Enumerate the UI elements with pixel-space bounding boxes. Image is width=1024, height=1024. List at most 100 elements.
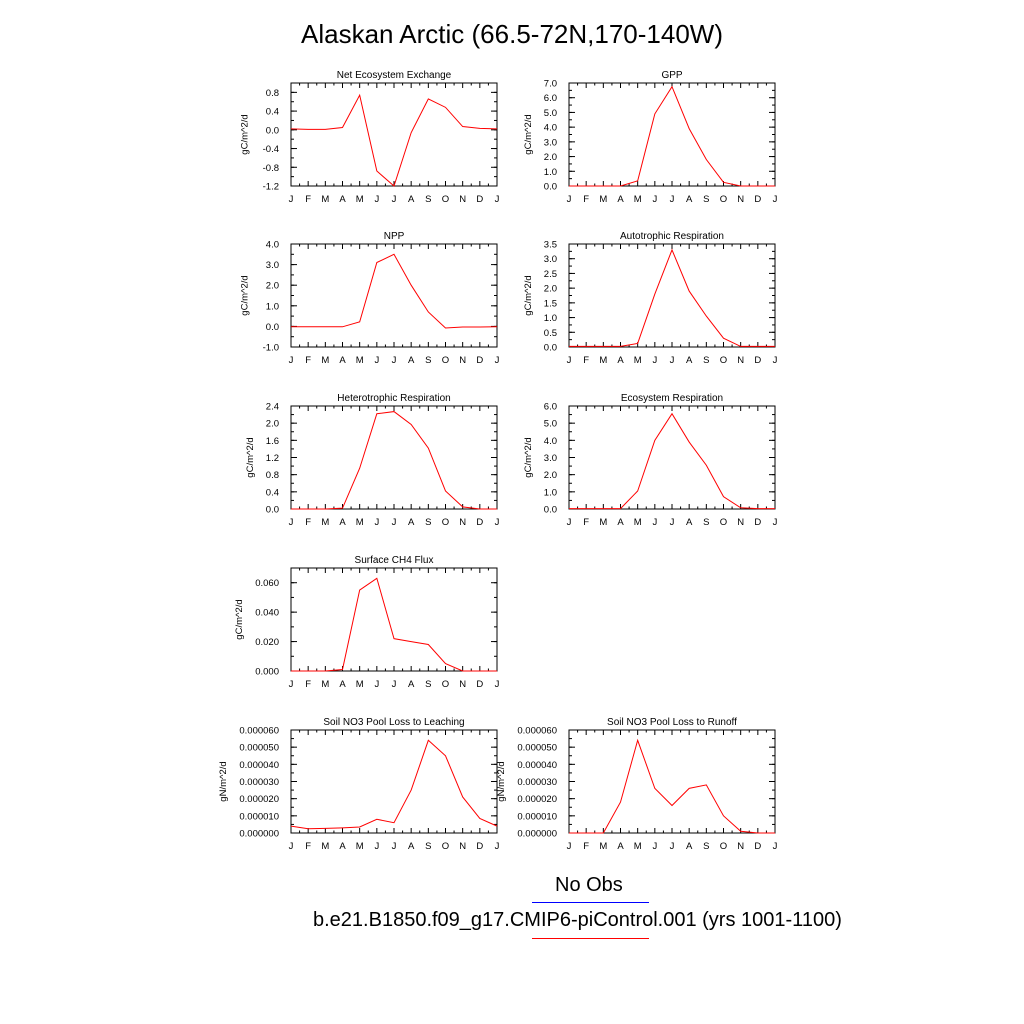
x-tick-label: N [459,194,466,205]
y-tick-label: 6.0 [544,402,557,413]
y-tick-label: 0.8 [266,88,279,99]
x-tick-label: A [617,355,624,366]
x-tick-label: M [356,194,364,205]
x-tick-label: A [686,355,693,366]
x-tick-label: M [356,355,364,366]
x-tick-label: M [356,679,364,690]
y-tick-label: 2.0 [266,281,279,292]
x-tick-label: M [356,517,364,528]
y-tick-label: 0.040 [255,608,279,619]
x-tick-label: D [754,841,761,852]
series-line [291,411,497,510]
x-tick-label: J [495,517,500,528]
x-tick-label: S [425,679,431,690]
y-tick-label: 0.000030 [239,777,279,788]
y-axis-label: gC/m^2/d [523,275,534,315]
x-tick-label: J [374,841,379,852]
chart-title: Soil NO3 Pool Loss to Runoff [607,717,737,728]
chart-title: NPP [384,231,405,242]
series-line [569,412,775,510]
x-tick-label: M [356,841,364,852]
x-tick-label: D [476,355,483,366]
x-tick-label: J [392,355,397,366]
y-tick-label: 2.0 [544,470,557,481]
x-tick-label: J [289,517,294,528]
y-axis-label: gC/m^2/d [245,437,256,477]
x-tick-label: J [567,194,572,205]
x-tick-label: J [567,841,572,852]
chart-title: GPP [661,70,682,81]
x-tick-label: J [392,679,397,690]
y-tick-label: 0.000 [255,667,279,678]
x-tick-label: J [495,679,500,690]
y-tick-label: 4.0 [544,123,557,134]
x-tick-label: A [686,841,693,852]
y-tick-label: 0.0 [544,343,557,354]
x-tick-label: M [599,517,607,528]
y-tick-label: 2.0 [544,152,557,163]
y-tick-label: 0.8 [266,470,279,481]
x-tick-label: A [686,194,693,205]
x-tick-label: M [634,355,642,366]
x-tick-label: J [670,841,675,852]
x-tick-label: J [670,517,675,528]
series-line [569,738,775,834]
y-tick-label: 0.000020 [239,794,279,805]
x-tick-label: J [773,194,778,205]
chart-title: Net Ecosystem Exchange [337,70,452,81]
x-tick-label: M [321,679,329,690]
y-tick-label: 0.4 [266,107,279,118]
y-axis-label: gC/m^2/d [523,114,534,154]
x-tick-label: F [305,194,311,205]
x-tick-label: A [339,517,346,528]
chart-title: Autotrophic Respiration [620,231,724,242]
x-tick-label: N [459,841,466,852]
plot-frame [568,82,776,187]
x-tick-label: M [599,841,607,852]
x-tick-label: J [374,194,379,205]
x-tick-label: O [442,194,449,205]
y-tick-label: 3.0 [266,260,279,271]
x-tick-label: D [754,355,761,366]
x-tick-label: N [737,517,744,528]
x-tick-label: J [495,355,500,366]
legend-model-line [532,938,649,939]
x-tick-label: N [459,355,466,366]
x-tick-label: A [408,841,415,852]
y-tick-label: -1.0 [263,343,279,354]
x-tick-label: A [617,841,624,852]
x-tick-label: D [476,517,483,528]
chart-title: Heterotrophic Respiration [337,393,450,404]
x-tick-label: D [476,679,483,690]
y-tick-label: 2.0 [544,284,557,295]
y-tick-label: 1.5 [544,298,557,309]
x-tick-label: O [442,355,449,366]
x-tick-label: F [583,841,589,852]
chart-title: Soil NO3 Pool Loss to Leaching [323,717,464,728]
x-tick-label: N [737,194,744,205]
y-tick-label: 0.000040 [239,760,279,771]
y-tick-label: 0.0 [266,505,279,516]
y-axis-label: gC/m^2/d [239,275,250,315]
y-tick-label: 1.2 [266,453,279,464]
y-tick-label: 0.000060 [517,726,557,737]
x-tick-label: M [634,517,642,528]
x-tick-label: O [442,679,449,690]
x-tick-label: O [442,841,449,852]
y-tick-label: 0.5 [544,328,557,339]
x-tick-label: S [703,194,709,205]
plot-frame [290,567,498,672]
x-tick-label: F [305,355,311,366]
x-tick-label: N [737,355,744,366]
y-tick-label: 2.0 [266,419,279,430]
x-tick-label: M [599,194,607,205]
x-tick-label: O [720,517,727,528]
x-tick-label: S [703,841,709,852]
x-tick-label: J [567,517,572,528]
x-tick-label: A [339,679,346,690]
